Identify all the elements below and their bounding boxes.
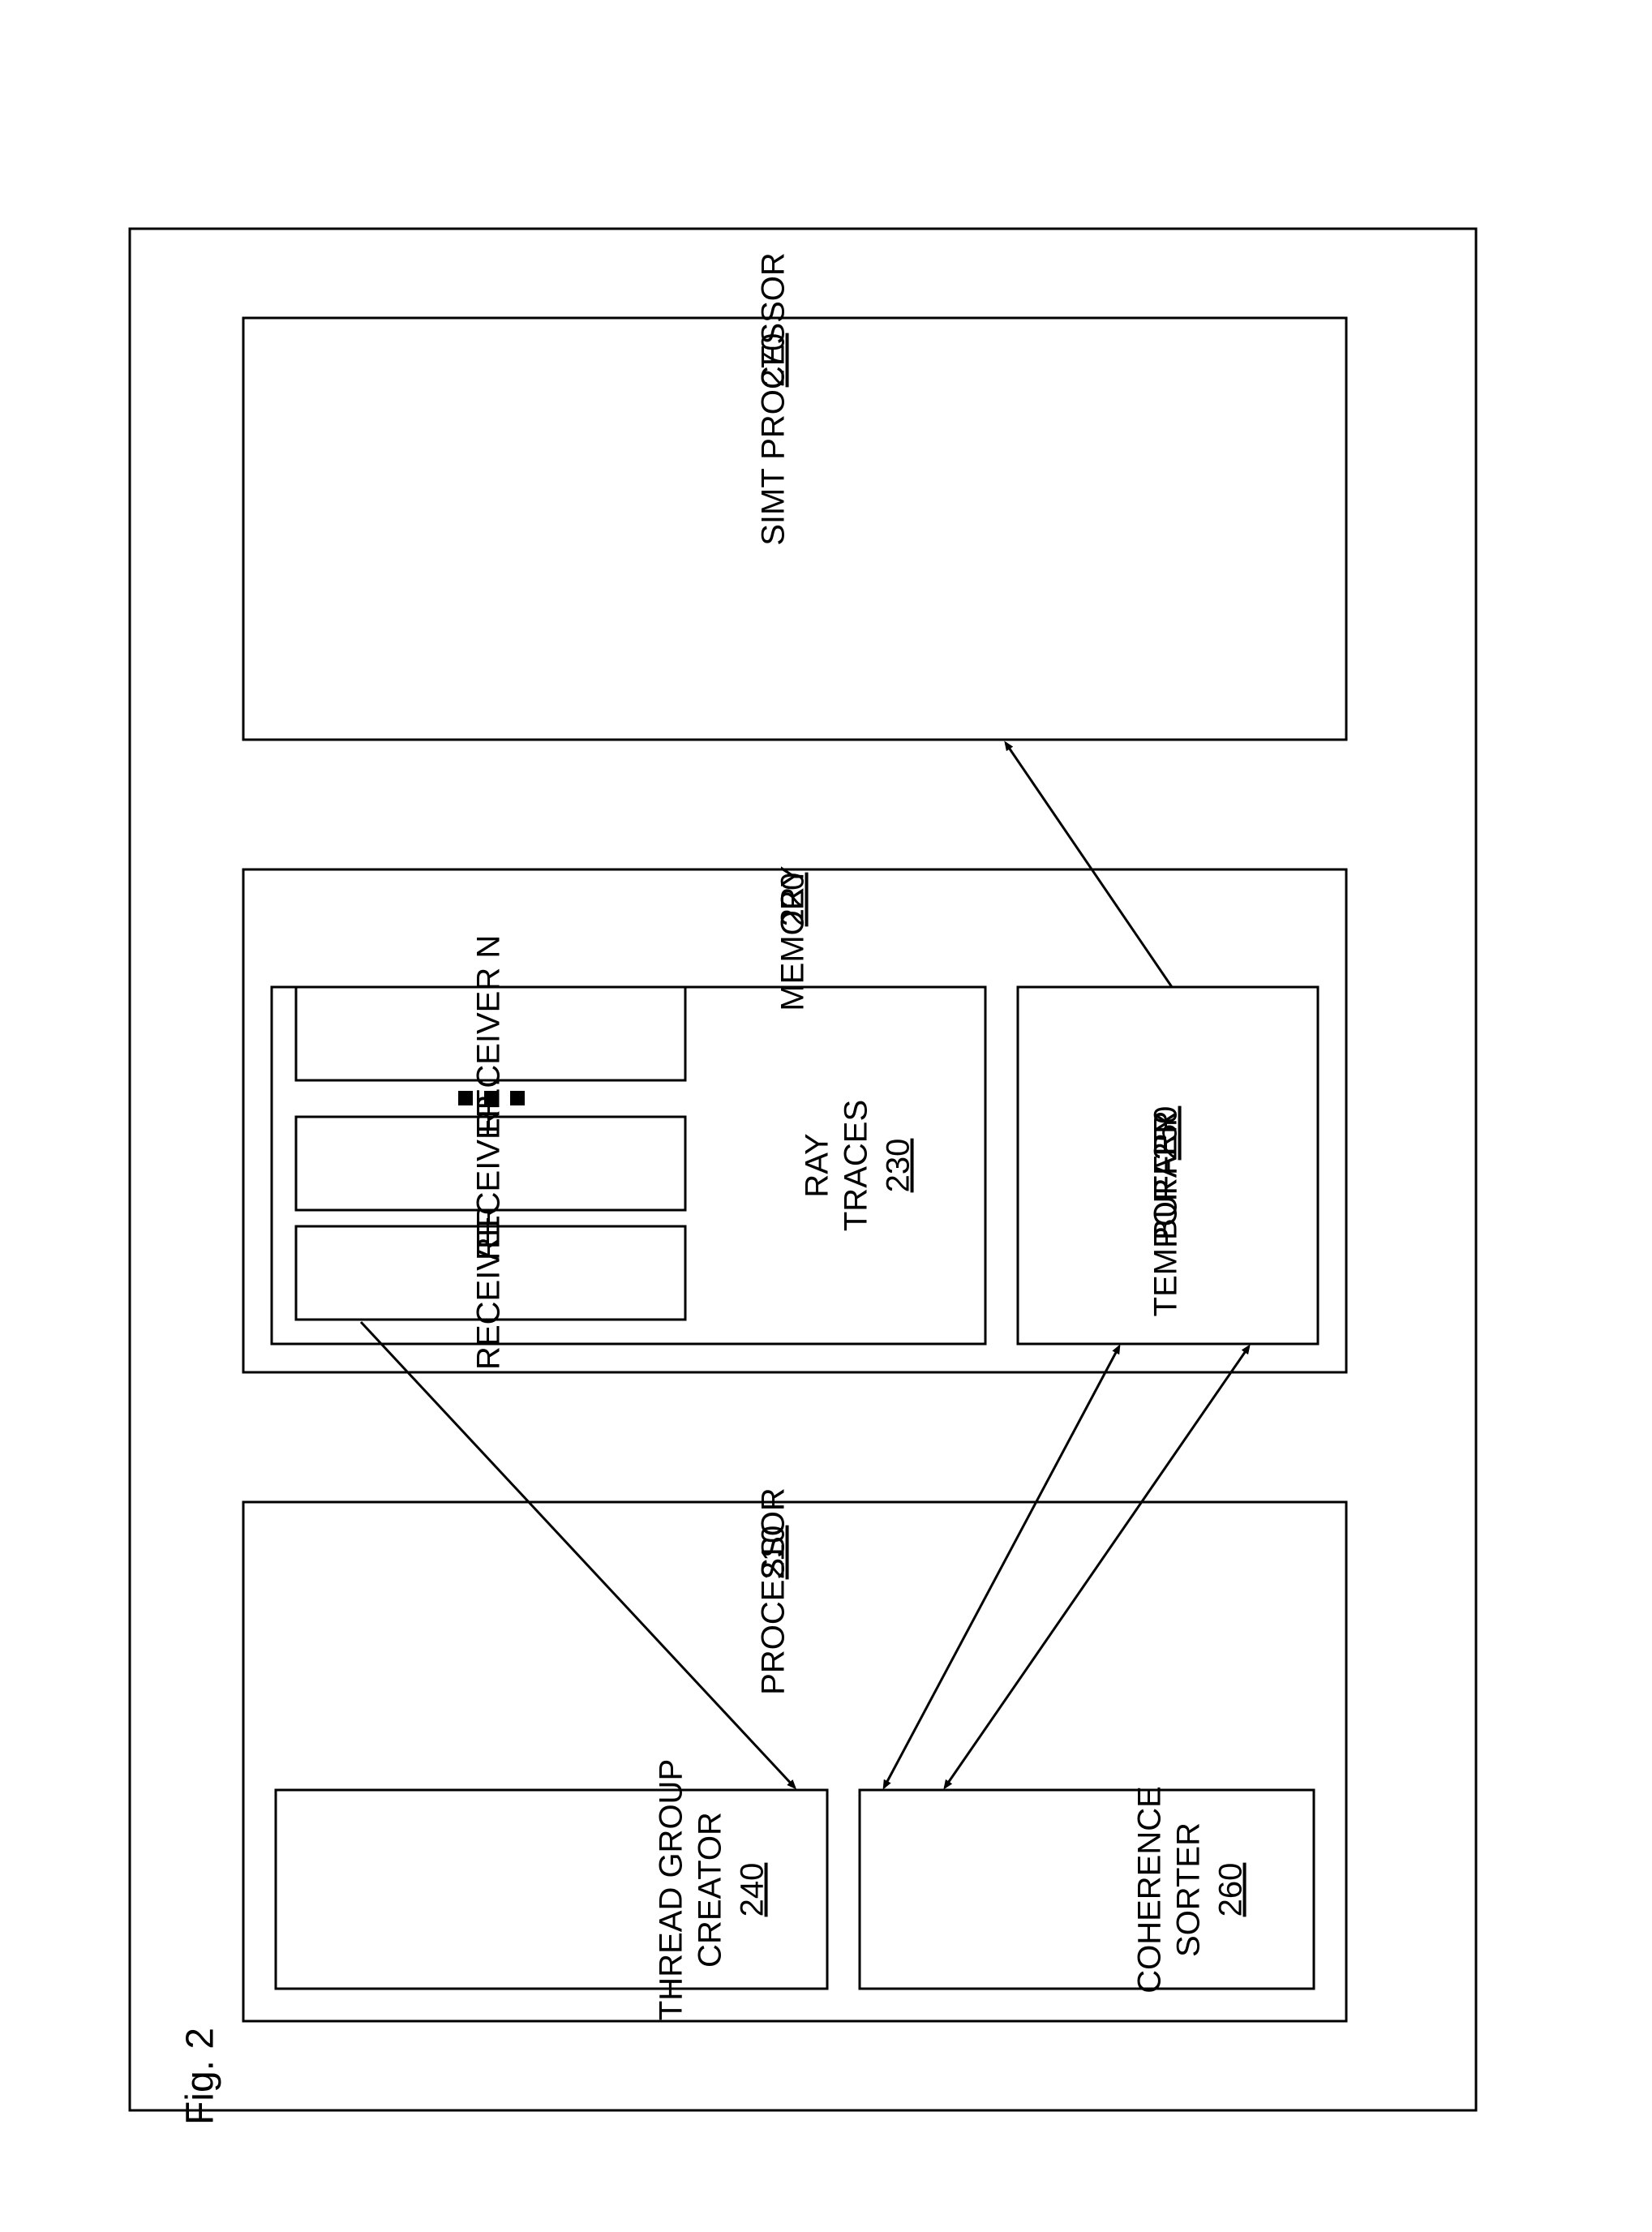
figure-label: Fig. 2 bbox=[179, 2028, 222, 2125]
coherence-sorter-line1: COHERENCE bbox=[1132, 1786, 1168, 1994]
ellipsis-dot bbox=[458, 1091, 473, 1105]
thread-group-line1: THREAD GROUP bbox=[654, 1759, 689, 2020]
temp-buffer-ref: 250 bbox=[1148, 1106, 1184, 1161]
ray-traces-line1: RAY bbox=[800, 1133, 835, 1197]
processor-label: PROCESSOR bbox=[756, 1487, 792, 1695]
memory-ref: 220 bbox=[775, 873, 811, 927]
ray-traces-line2: TRACES bbox=[839, 1100, 874, 1231]
simt-label: SIMT PROCESSOR bbox=[756, 252, 792, 546]
simt-ref: 270 bbox=[756, 333, 792, 388]
thread-group-line2: CREATOR bbox=[693, 1812, 728, 1968]
coherence-sorter-line2: SORTER bbox=[1171, 1822, 1207, 1957]
coherence-sorter-ref: 260 bbox=[1213, 1863, 1249, 1917]
simt-processor-box bbox=[243, 318, 1346, 740]
thread-group-ref: 240 bbox=[735, 1863, 770, 1917]
processor-ref: 210 bbox=[756, 1526, 792, 1580]
ellipsis-dot bbox=[484, 1091, 499, 1105]
ray-traces-ref: 230 bbox=[881, 1139, 916, 1193]
ellipsis-dot bbox=[510, 1091, 525, 1105]
